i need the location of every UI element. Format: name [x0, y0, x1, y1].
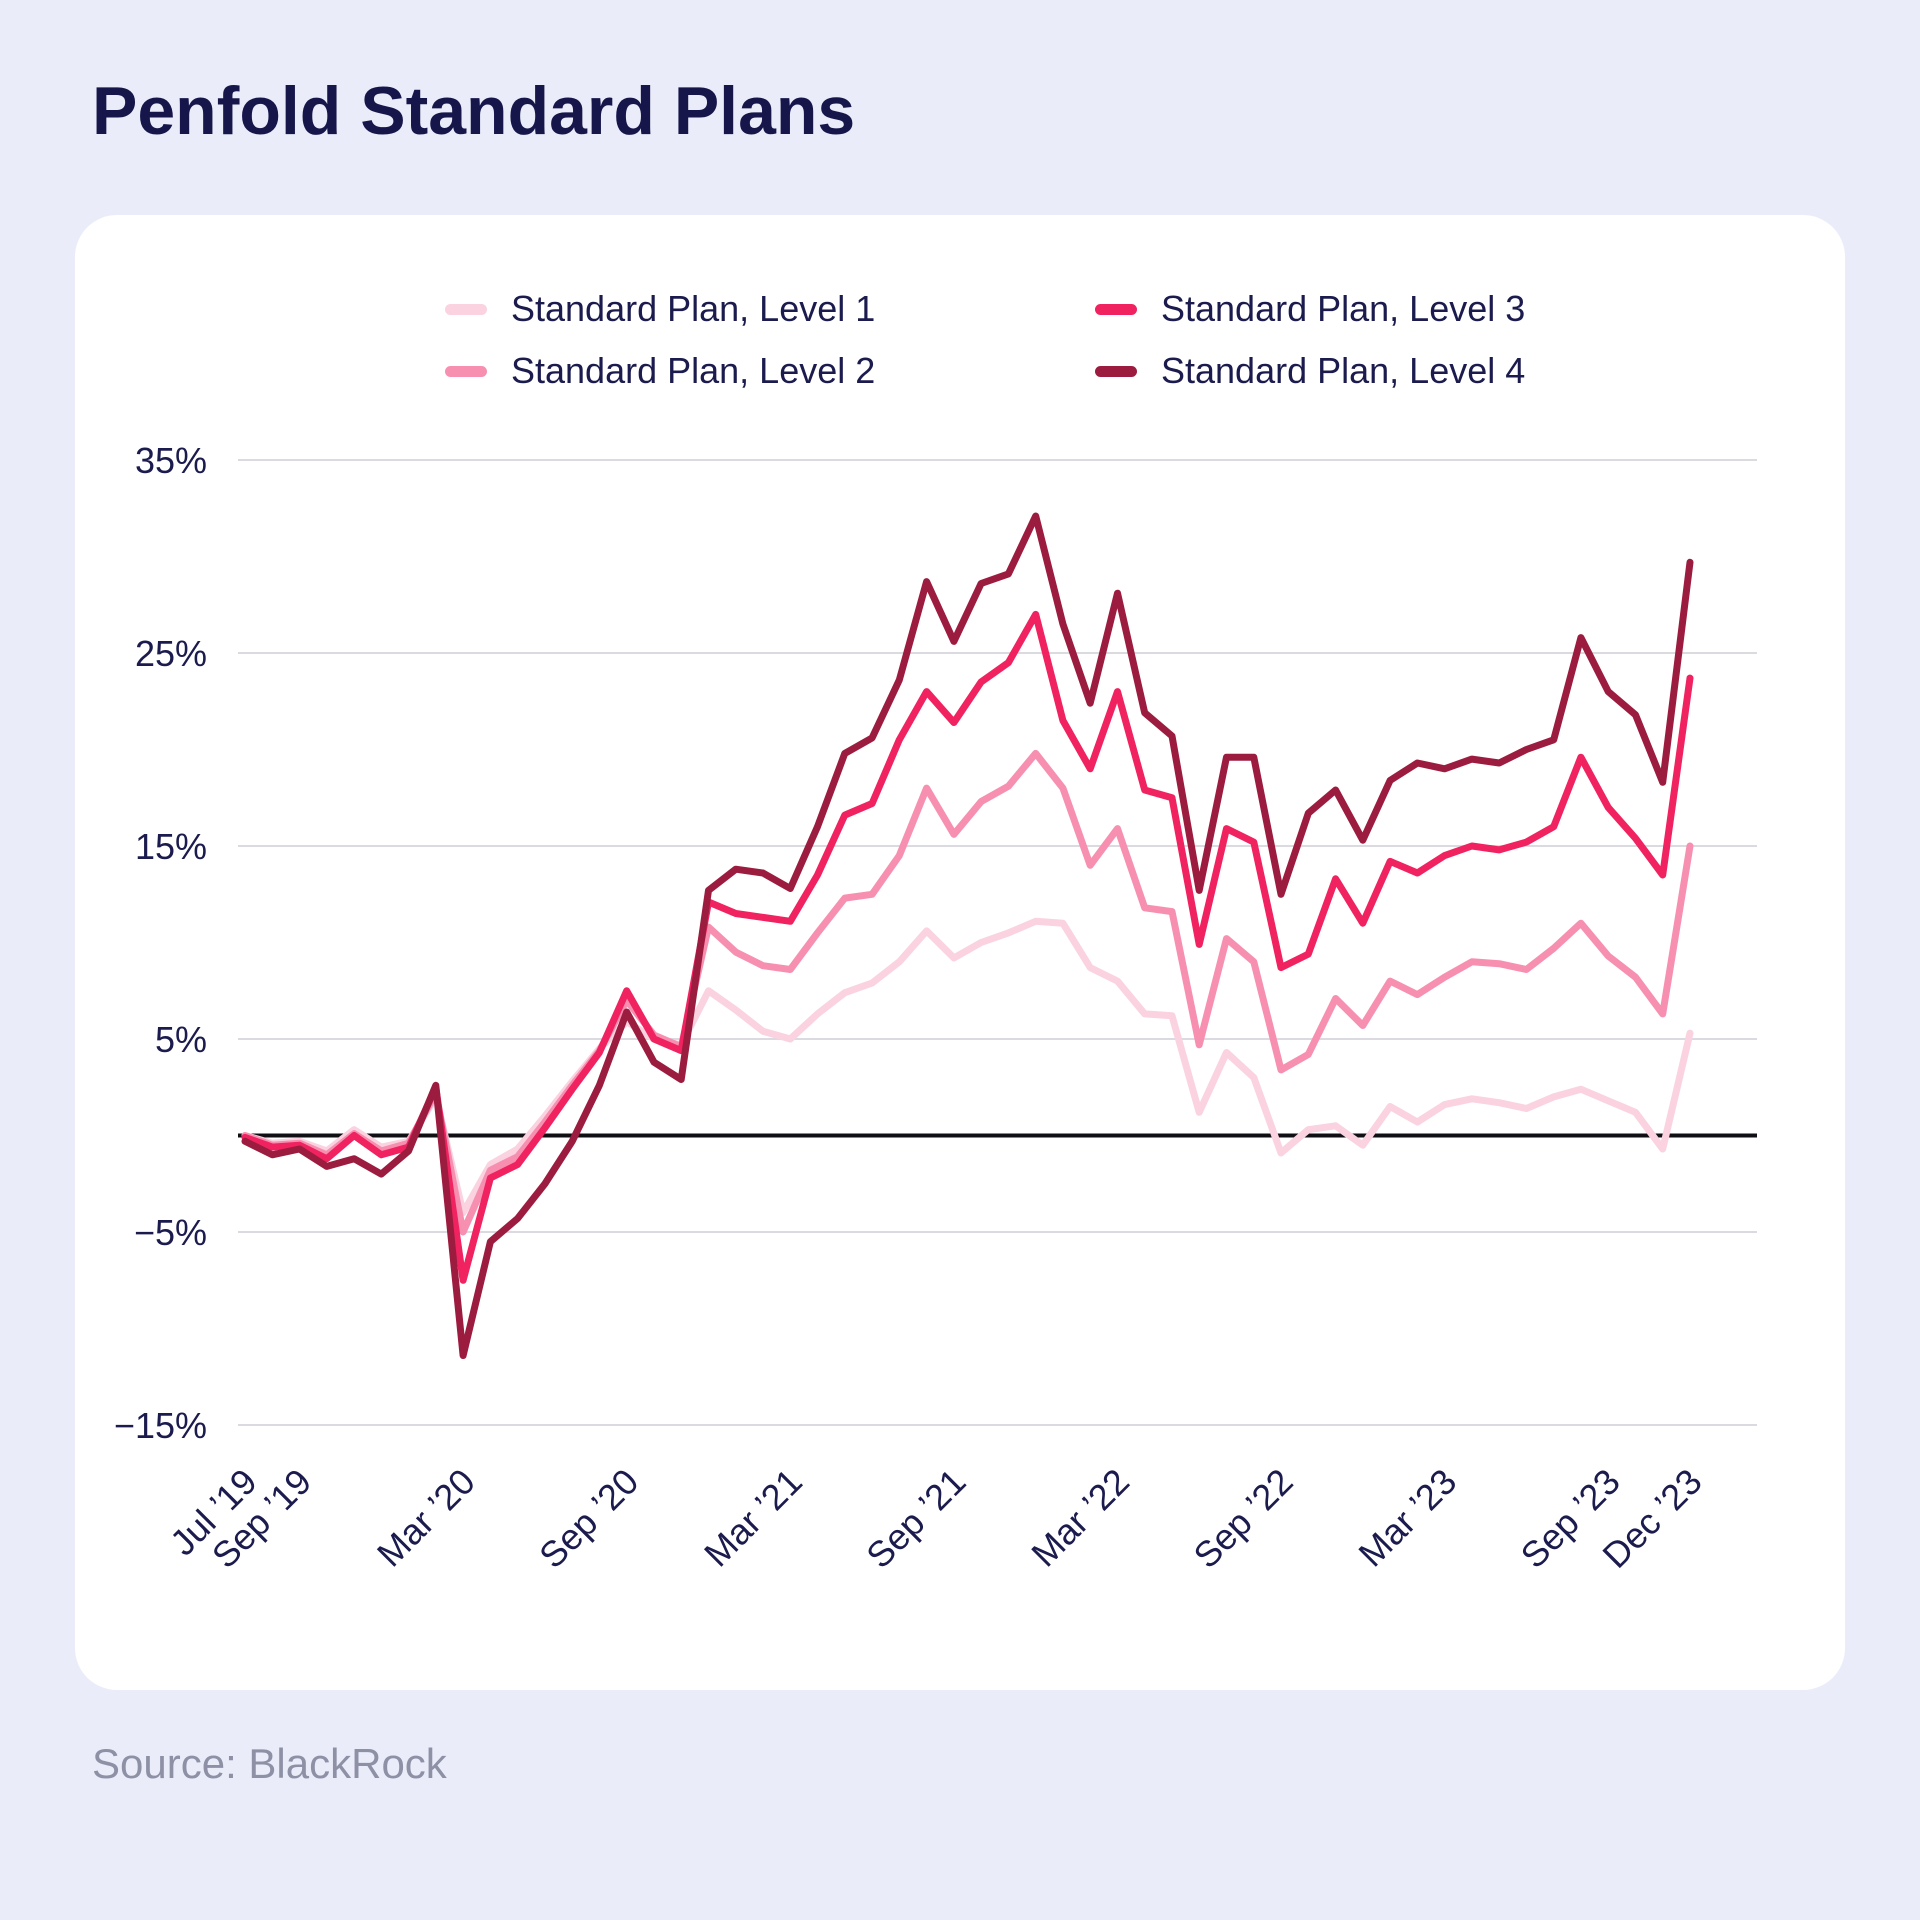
legend-swatch-level-4-icon — [1095, 365, 1137, 377]
y-tick-label: −15% — [114, 1405, 207, 1446]
legend-label-level-3: Standard Plan, Level 3 — [1161, 288, 1526, 329]
page-title: Penfold Standard Plans — [92, 73, 856, 149]
series-line-level-4 — [241, 512, 1694, 1359]
source-text: Source: BlackRock — [92, 1740, 447, 1787]
y-tick-label: 25% — [135, 633, 207, 674]
legend-swatch-level-3-icon — [1095, 303, 1137, 315]
series-line-level-3 — [241, 610, 1694, 1284]
x-tick-label: Mar ’21 — [696, 1461, 810, 1575]
legend-label-level-4: Standard Plan, Level 4 — [1161, 350, 1526, 391]
y-tick-label: 15% — [135, 826, 207, 867]
x-tick-label: Mar ’20 — [369, 1461, 483, 1575]
legend-item-level-4: Standard Plan, Level 4 — [1095, 349, 1525, 393]
y-tick-label: 35% — [135, 440, 207, 481]
legend-item-level-1: Standard Plan, Level 1 — [445, 287, 875, 331]
y-tick-label: −5% — [134, 1212, 207, 1253]
legend-swatch-level-2-icon — [445, 365, 487, 377]
series-line-level-2 — [241, 749, 1694, 1236]
legend-column-2: Standard Plan, Level 3 Standard Plan, Le… — [1095, 287, 1525, 393]
legend-label-level-2: Standard Plan, Level 2 — [511, 350, 876, 391]
y-tick-label: 5% — [155, 1019, 207, 1060]
x-tick-label: Mar ’22 — [1023, 1461, 1137, 1575]
legend-swatch-level-1-icon — [445, 303, 487, 315]
x-tick-label: Mar ’23 — [1350, 1461, 1464, 1575]
legend-label-level-1: Standard Plan, Level 1 — [511, 288, 876, 329]
x-tick-label: Sep ’21 — [858, 1461, 973, 1576]
legend-column-1: Standard Plan, Level 1 Standard Plan, Le… — [445, 287, 875, 393]
legend-item-level-3: Standard Plan, Level 3 — [1095, 287, 1525, 331]
legend-item-level-2: Standard Plan, Level 2 — [445, 349, 875, 393]
x-tick-label: Sep ’20 — [531, 1461, 646, 1576]
x-tick-label: Sep ’22 — [1185, 1461, 1300, 1576]
